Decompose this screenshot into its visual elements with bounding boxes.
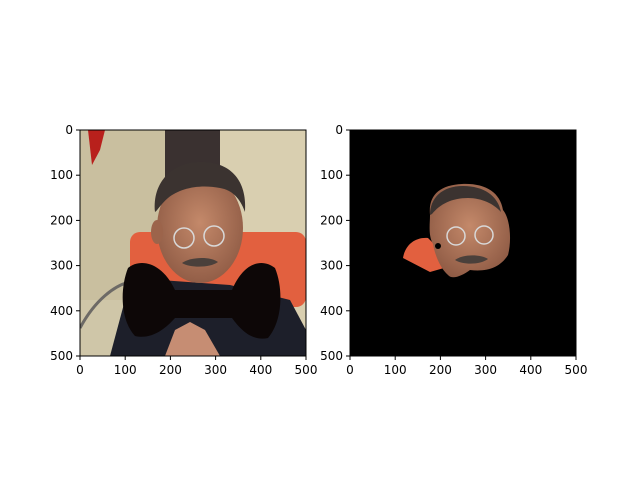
left-mustache xyxy=(182,257,218,267)
right-hole xyxy=(435,243,441,249)
left-xtick-label: 500 xyxy=(295,363,318,377)
left-xtick-label: 400 xyxy=(249,363,272,377)
right-xtick-label: 400 xyxy=(519,363,542,377)
left-ytick-label: 300 xyxy=(50,259,73,273)
right-ytick-label: 0 xyxy=(335,123,343,137)
right-ytick-label: 100 xyxy=(320,168,343,182)
right-photo xyxy=(350,130,576,356)
right-xtick-label: 100 xyxy=(384,363,407,377)
right-xticks: 0 100 200 300 400 500 xyxy=(346,356,587,377)
right-glasses-r xyxy=(474,225,494,245)
left-ear xyxy=(151,220,163,244)
right-xtick-label: 0 xyxy=(346,363,354,377)
right-xtick-label: 200 xyxy=(429,363,452,377)
left-ytick-label: 500 xyxy=(50,349,73,363)
left-panel: 0 100 200 300 400 500 0 100 200 300 400 500 xyxy=(50,123,317,377)
left-photo xyxy=(80,130,306,356)
left-flag xyxy=(88,130,105,165)
right-glasses-l xyxy=(446,226,466,246)
left-ytick-label: 100 xyxy=(50,168,73,182)
left-glasses-l xyxy=(173,227,195,249)
left-ytick-label: 0 xyxy=(65,123,73,137)
right-ytick-label: 300 xyxy=(320,259,343,273)
right-face-cutout xyxy=(429,183,511,278)
left-xtick-label: 300 xyxy=(204,363,227,377)
right-panel: 0 100 200 300 400 500 0 100 200 300 400 500 xyxy=(320,123,587,377)
right-axes-frame xyxy=(349,129,577,357)
left-face xyxy=(157,173,243,283)
left-yticks: 0 100 200 300 400 500 xyxy=(50,123,80,363)
right-ytick-label: 500 xyxy=(320,349,343,363)
right-hair xyxy=(430,186,501,215)
right-ytick-label: 400 xyxy=(320,304,343,318)
left-xticks: 0 100 200 300 400 500 xyxy=(76,356,317,377)
left-ytick-label: 200 xyxy=(50,213,73,227)
left-hands xyxy=(165,322,220,356)
right-yticks: 0 100 200 300 400 500 xyxy=(320,123,350,363)
left-hair xyxy=(154,161,246,212)
right-xtick-label: 300 xyxy=(474,363,497,377)
right-xtick-label: 500 xyxy=(565,363,588,377)
left-xtick-label: 0 xyxy=(76,363,84,377)
left-bow-tie xyxy=(122,263,281,339)
left-ytick-label: 400 xyxy=(50,304,73,318)
left-axes-frame xyxy=(79,129,307,357)
left-xtick-label: 100 xyxy=(114,363,137,377)
left-glasses-r xyxy=(203,225,225,247)
right-mustache xyxy=(455,255,488,264)
left-xtick-label: 200 xyxy=(159,363,182,377)
right-ytick-label: 200 xyxy=(320,213,343,227)
